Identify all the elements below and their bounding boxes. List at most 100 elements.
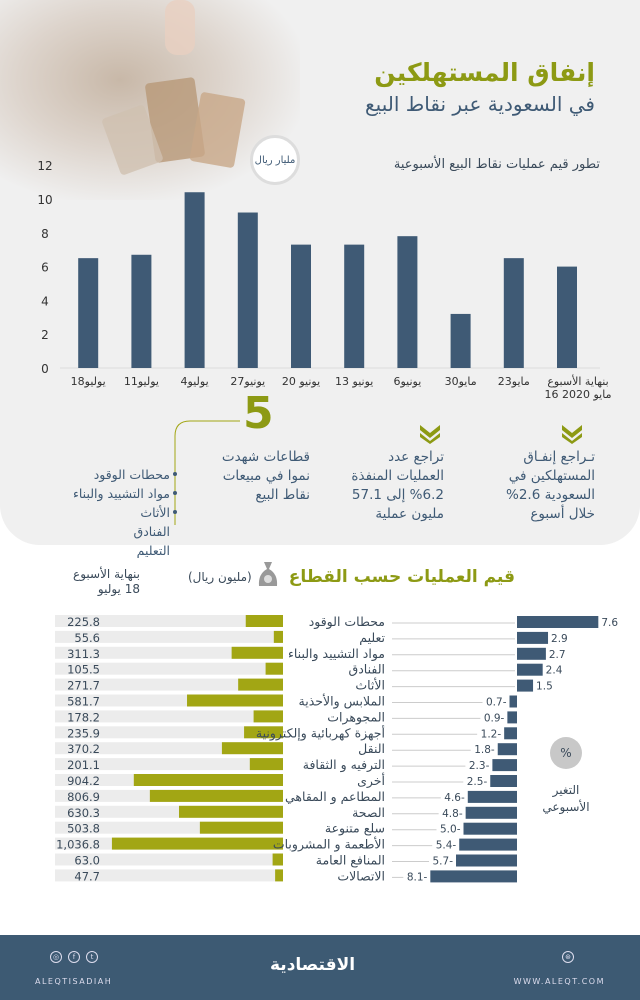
weekly-bar (237, 212, 258, 368)
change-label: 8.1- (407, 871, 428, 883)
value-bar (111, 837, 283, 850)
sector-unit: (مليون ريال) (188, 570, 252, 584)
decline-chevron-icon (562, 425, 582, 444)
value-label: 271.7 (67, 679, 100, 693)
change-bar (467, 790, 517, 803)
globe-icon[interactable]: ⊛ (562, 951, 574, 963)
social-handle[interactable]: ALEQTISADIAH (35, 977, 113, 986)
value-bar (249, 758, 283, 771)
change-label: 2.5- (467, 776, 488, 788)
facebook-icon[interactable]: f (68, 951, 80, 963)
change-label: 0.9- (484, 712, 505, 724)
website-link[interactable]: WWW.ALEQT.COM (513, 977, 605, 986)
weekly-bar (503, 258, 524, 368)
x-tick-label: 30مايو (445, 375, 477, 388)
change-bar (490, 775, 517, 787)
change-bar (504, 727, 517, 740)
value-bar (275, 869, 283, 882)
weekly-bar (344, 244, 365, 368)
value-label: 503.8 (67, 822, 100, 836)
value-track (55, 710, 283, 723)
y-tick-label: 2 (41, 328, 49, 342)
change-bar (497, 743, 517, 756)
change-label: 5.4- (436, 840, 457, 852)
value-bar (199, 821, 283, 834)
sector-label: الفنادق (349, 662, 385, 678)
connector-line (173, 420, 240, 525)
value-label: 63.0 (74, 854, 100, 868)
value-track (55, 630, 283, 643)
x-tick-label: بنهاية الأسبوع (547, 374, 608, 388)
value-track (55, 869, 283, 882)
value-bar (265, 662, 283, 675)
unit-badge: مليار ريال (250, 135, 300, 185)
x-tick-label: 13 يونيو (335, 375, 373, 388)
value-label: 806.9 (67, 790, 100, 804)
x-tick-label: 11يوليو (124, 375, 159, 388)
sector-label: محطات الوقود (309, 614, 385, 630)
weekly-bar (131, 254, 152, 368)
change-label: 0.7- (486, 697, 507, 709)
value-track (55, 662, 283, 675)
value-label: 201.1 (67, 758, 100, 772)
x-tick-label: 4يوليو (181, 375, 209, 388)
value-track (55, 853, 283, 866)
value-bar (238, 678, 283, 691)
change-bar (463, 822, 517, 835)
sector-label: مواد التشييد والبناء (288, 646, 385, 662)
brand-logo: الاقتصادية (270, 955, 356, 975)
value-bar (245, 615, 283, 627)
money-bag-icon (258, 562, 278, 586)
value-label: 105.5 (67, 663, 100, 677)
weekly-bar (78, 258, 99, 368)
sector-label: الاتصالات (337, 868, 385, 883)
stat-growth: قطاعات شهدت نموا في مبيعات نقاط البيع (221, 449, 310, 503)
change-label: 5.7- (433, 856, 454, 868)
change-bar (459, 838, 517, 851)
value-track (55, 758, 283, 771)
x-tick-label: 27يونيو (230, 375, 265, 388)
change-label: 4.8- (442, 808, 463, 820)
value-label: 311.3 (67, 647, 100, 661)
change-bar (509, 695, 517, 708)
weekly-bar (450, 313, 471, 368)
value-label: 370.2 (67, 742, 100, 756)
y-tick-label: 8 (41, 227, 49, 241)
change-bar (492, 759, 517, 772)
growth-sector-item: محطات الوقود (93, 467, 170, 482)
sector-label: سلع متنوعة (325, 821, 385, 837)
change-bar (517, 647, 546, 660)
instagram-icon[interactable]: ◎ (50, 951, 62, 963)
sector-label: المطاعم و المقاهي (285, 789, 385, 805)
value-track (55, 615, 283, 627)
sector-label: الملابس والأحذية (299, 694, 385, 710)
value-label: 630.3 (67, 806, 100, 820)
change-bar (465, 806, 517, 819)
twitter-icon[interactable]: t (86, 951, 98, 963)
sector-chart-title: قيم العمليات حسب القطاع (288, 567, 515, 587)
change-bar (517, 663, 543, 676)
value-bar (272, 853, 283, 866)
change-label: 2.3- (469, 760, 490, 772)
growth-sector-list: محطات الوقود مواد التشييد والبناء الأثاث… (73, 465, 170, 560)
x-tick-label: 6يونيو (393, 375, 421, 388)
change-header: التغير الأسبوعي (542, 783, 590, 814)
sector-label: تعليم (359, 630, 385, 646)
value-label: 904.2 (67, 774, 100, 788)
value-bar (187, 694, 283, 707)
change-label: 1.2- (481, 728, 502, 740)
y-tick-label: 10 (37, 193, 52, 207)
y-tick-label: 12 (37, 159, 52, 173)
value-label: 1,036.8 (56, 838, 100, 852)
change-bar (456, 854, 517, 867)
page-title: إنفاق المستهلكين (374, 58, 595, 87)
value-bar (221, 742, 283, 755)
x-tick-label: 23مايو (498, 375, 530, 388)
sector-label: الترفيه و الثقافة (303, 757, 385, 773)
weekly-bar (397, 236, 418, 368)
change-bar (507, 711, 517, 724)
chart-title: تطور قيم عمليات نقاط البيع الأسبوعية (393, 157, 600, 172)
change-label: 4.6- (444, 792, 465, 804)
value-label: 235.9 (67, 726, 100, 740)
